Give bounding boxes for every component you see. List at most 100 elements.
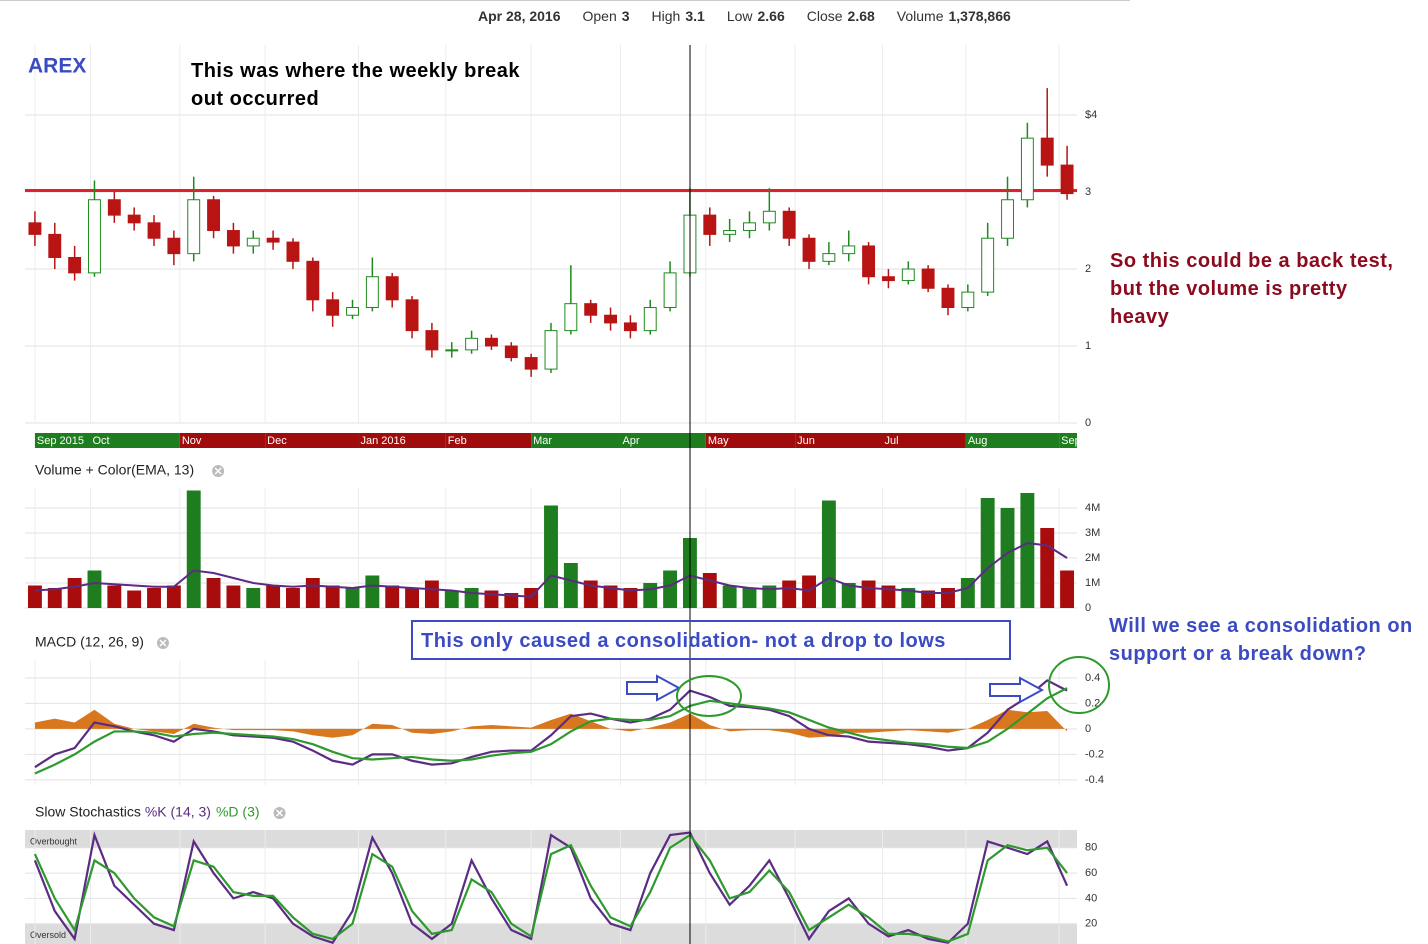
volume-bar — [325, 585, 340, 608]
candle-body — [703, 214, 717, 235]
volume-bar — [87, 570, 102, 608]
candle-body — [226, 230, 240, 247]
volume-bar — [186, 490, 201, 608]
candle-body — [564, 303, 578, 332]
candle-body — [643, 307, 657, 332]
volume-bar — [424, 580, 439, 608]
panel-title: Slow Stochastics — [35, 804, 141, 820]
indicator-line — [34, 679, 1068, 769]
zone — [25, 923, 1077, 944]
volume-bar — [147, 588, 161, 608]
candle-body — [68, 256, 82, 274]
volume-bar — [385, 585, 400, 608]
volume-bar — [663, 570, 678, 608]
volume-bar — [563, 563, 578, 608]
candle-body — [187, 199, 201, 255]
candle-body — [127, 214, 141, 224]
candle-body — [405, 299, 419, 332]
quote-label: Close — [806, 8, 843, 24]
y-tick-label: 0.4 — [1085, 672, 1100, 684]
month-segment — [705, 433, 796, 448]
month-segment — [1059, 433, 1077, 448]
month-segment — [795, 433, 883, 448]
x-tick-label: Sep 2015 — [37, 435, 84, 447]
x-tick-label: Feb — [448, 435, 467, 447]
y-tick-label: 0.2 — [1085, 697, 1100, 709]
volume-bar — [782, 580, 797, 608]
candle-body — [107, 199, 121, 216]
month-segment — [445, 433, 532, 448]
y-tick-label: 2 — [1085, 263, 1091, 275]
volume-bar — [821, 500, 836, 608]
volume-bar — [623, 588, 638, 608]
candle-body — [1001, 199, 1014, 239]
month-segment — [620, 433, 706, 448]
x-tick-label: Oct — [93, 435, 110, 447]
y-tick-label: 2M — [1085, 552, 1100, 564]
candle-body — [604, 314, 618, 324]
quote-date: Apr 28, 2016 — [478, 8, 561, 24]
highlight-circle — [676, 675, 742, 717]
candle-body — [306, 260, 320, 301]
month-segment — [265, 433, 359, 448]
panel-title: MACD (12, 26, 9) — [35, 634, 144, 650]
candle-body — [961, 291, 975, 309]
legend-entry: %K (14, 3) — [145, 804, 211, 820]
close-icon-x — [214, 467, 222, 475]
x-tick-label: Jan 2016 — [360, 435, 405, 447]
volume-bar — [286, 588, 300, 608]
candle-body — [445, 349, 459, 352]
volume-bar — [841, 583, 856, 608]
volume-bar — [504, 593, 519, 608]
quote-item: Close 2.68 — [807, 8, 875, 24]
candle-body — [782, 210, 796, 239]
ema-line — [34, 541, 1068, 598]
candle-body — [147, 222, 161, 239]
quote-item: Open 3 — [583, 8, 630, 24]
x-tick-label: Jun — [797, 435, 815, 447]
x-tick-label: Aug — [968, 435, 988, 447]
month-segment — [965, 433, 1060, 448]
volume-bar — [266, 585, 281, 608]
x-tick-label: Dec — [267, 435, 287, 447]
month-segment — [531, 433, 621, 448]
volume-bar — [47, 588, 62, 608]
candle-body — [484, 337, 498, 347]
quote-item: Volume 1,378,866 — [897, 8, 1011, 24]
candle-body — [862, 245, 876, 278]
candle-body — [1060, 164, 1074, 195]
arrow — [989, 676, 1045, 704]
highlight-circle — [1048, 656, 1110, 714]
y-tick-label: 80 — [1085, 842, 1097, 854]
volume-bar — [464, 588, 479, 608]
volume-bar — [921, 590, 936, 608]
x-tick-label: Apr — [622, 435, 639, 447]
volume-bar — [603, 585, 618, 608]
x-tick-label: Mar — [533, 435, 552, 447]
y-tick-label: 0 — [1085, 602, 1091, 614]
candle-body — [901, 268, 915, 282]
month-segment — [90, 433, 180, 448]
volume-bar — [881, 585, 896, 608]
volume-bar — [405, 588, 420, 608]
quote-item: High 3.1 — [652, 8, 705, 24]
candle-body — [524, 357, 538, 370]
candle-body — [286, 241, 300, 262]
volume-bar — [246, 588, 261, 608]
volume-bar — [1060, 570, 1075, 608]
y-tick-label: 3M — [1085, 527, 1100, 539]
candle-body — [266, 237, 280, 243]
candle-body — [921, 268, 935, 289]
close-icon-x — [159, 639, 167, 647]
arrow — [626, 674, 682, 702]
x-tick-label: Sep — [1061, 435, 1081, 447]
month-segment — [179, 433, 266, 448]
annotation-box: This only caused a consolidation- not a … — [411, 620, 1011, 660]
y-tick-label: 20 — [1085, 918, 1097, 930]
volume-bar — [305, 578, 320, 608]
candle-body — [663, 272, 677, 309]
quote-label: High — [651, 8, 681, 24]
quote-header: Apr 28, 2016 Open 3 High 3.1 Low 2.66 Close 2.6… — [478, 8, 1011, 24]
candle-body — [802, 237, 816, 262]
